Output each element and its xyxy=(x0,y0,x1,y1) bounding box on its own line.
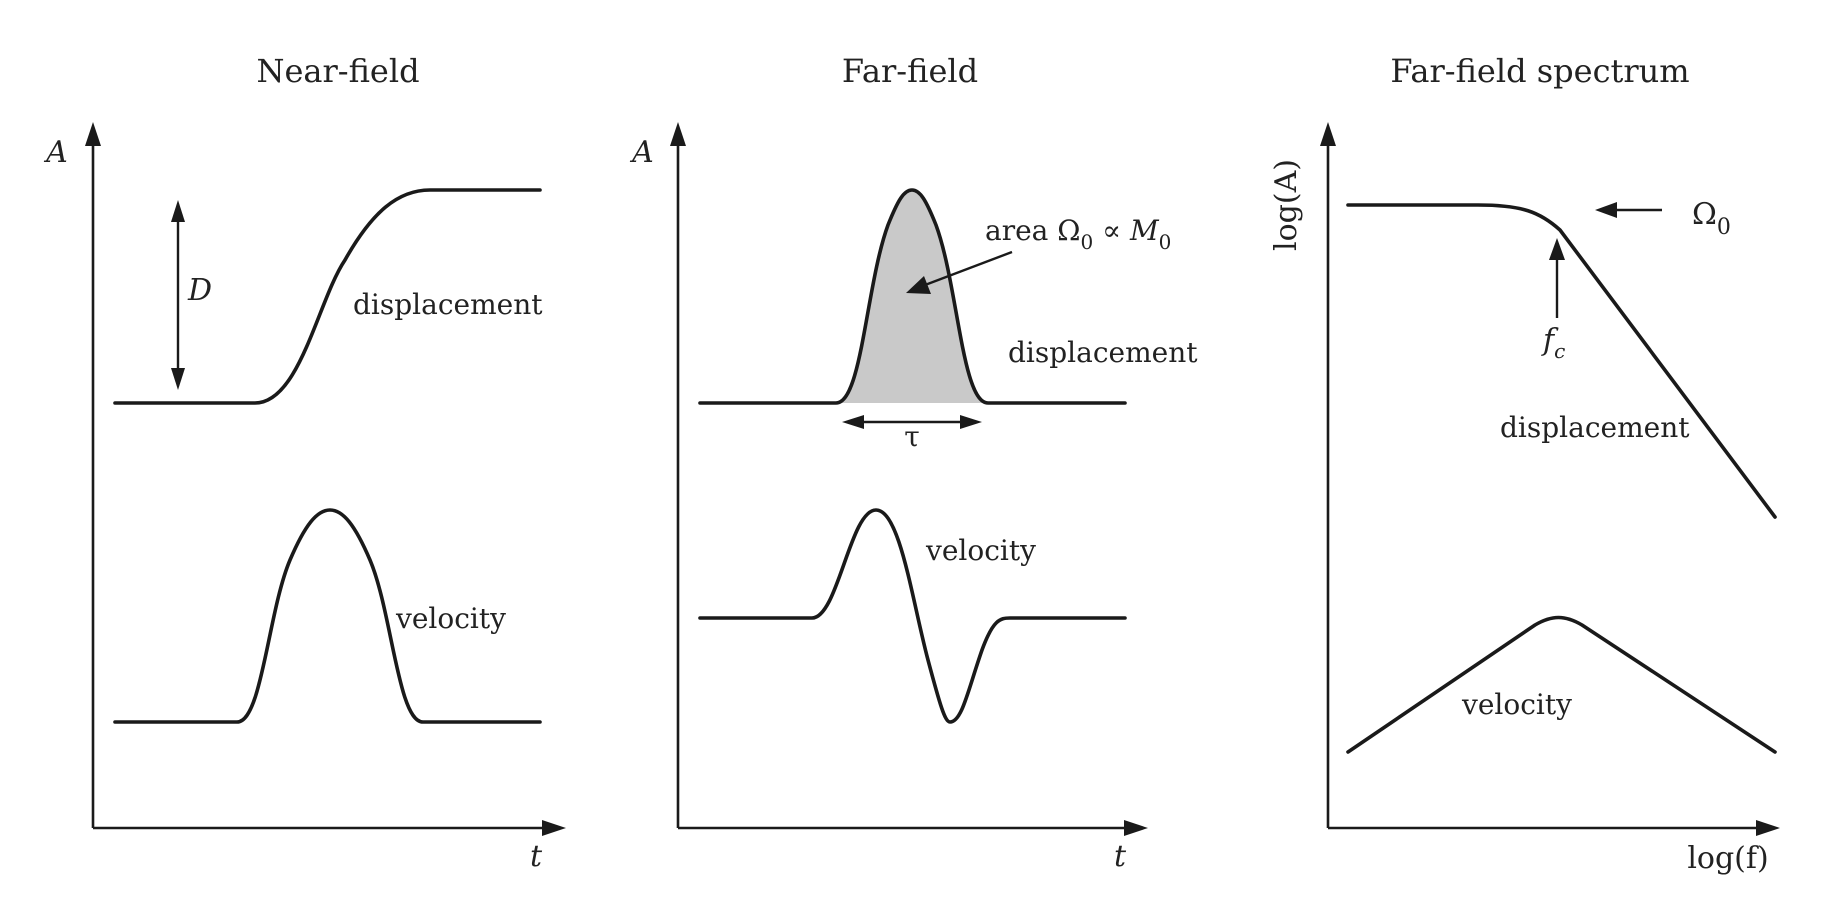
panel-near-field: Near-field A t displacement D velocity xyxy=(43,52,566,874)
far-field-velocity-label: velocity xyxy=(925,534,1036,567)
x-axis-arrow-icon xyxy=(1756,820,1780,836)
far-field-velocity-curve xyxy=(698,508,1127,724)
area-pointer-line xyxy=(924,250,1013,287)
x-axis-label-near-field: t xyxy=(530,839,543,874)
far-field-displacement-curve xyxy=(698,188,1127,405)
near-field-velocity-curve xyxy=(113,508,542,724)
area-label: area Ω0 ∝ M0 xyxy=(985,214,1171,254)
panel-title-far-field: Far-field xyxy=(842,52,978,90)
omega-pointer-arrow-icon xyxy=(1595,202,1617,218)
near-field-displacement-curve xyxy=(113,188,542,405)
tau-arrow-right-icon xyxy=(960,415,982,429)
panel-far-field: Far-field A t displacement area Ω0 ∝ M0 … xyxy=(629,52,1198,874)
near-field-displacement-label: displacement xyxy=(353,288,543,321)
omega-label: Ω0 xyxy=(1692,197,1731,240)
fc-pointer-arrow-icon xyxy=(1549,238,1565,260)
y-axis-arrow-icon xyxy=(85,122,101,146)
y-axis-arrow-icon xyxy=(670,122,686,146)
tau-label: τ xyxy=(904,420,920,453)
y-axis-label-far-field: A xyxy=(629,135,654,170)
x-axis-arrow-icon xyxy=(542,820,566,836)
y-axis-label-spectrum: log(A) xyxy=(1269,159,1304,251)
far-field-displacement-label: displacement xyxy=(1008,336,1198,369)
spectrum-velocity-curve xyxy=(1346,615,1777,754)
x-axis-arrow-icon xyxy=(1124,820,1148,836)
panel-title-near-field: Near-field xyxy=(256,52,419,90)
spectrum-displacement-label: displacement xyxy=(1500,411,1690,444)
far-field-pulse-area xyxy=(836,190,988,403)
spectrum-velocity-label: velocity xyxy=(1461,688,1572,721)
spectrum-displacement-curve xyxy=(1346,203,1777,519)
near-field-velocity-label: velocity xyxy=(395,602,506,635)
y-axis-label-near-field: A xyxy=(43,135,68,170)
panel-title-far-field-spectrum: Far-field spectrum xyxy=(1390,52,1689,90)
tau-arrow-left-icon xyxy=(842,415,864,429)
panel-far-field-spectrum: Far-field spectrum log(A) log(f) displac… xyxy=(1269,52,1780,876)
x-axis-label-far-field: t xyxy=(1114,839,1127,874)
d-arrow-down-icon xyxy=(171,368,185,390)
d-label: D xyxy=(187,273,212,308)
d-arrow-up-icon xyxy=(171,200,185,222)
fc-label: fc xyxy=(1541,323,1565,363)
area-pointer-arrow-icon xyxy=(906,276,931,294)
x-axis-label-spectrum: log(f) xyxy=(1687,841,1768,876)
y-axis-arrow-icon xyxy=(1320,122,1336,146)
